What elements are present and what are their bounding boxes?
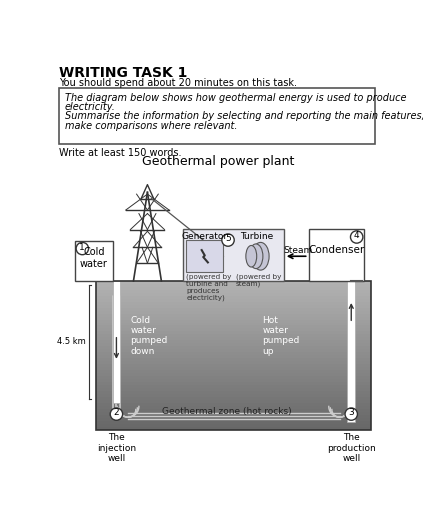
Bar [59,89,374,144]
Text: make comparisons where relevant.: make comparisons where relevant. [64,121,237,131]
Bar [96,316,371,321]
Bar [74,241,113,281]
Text: The
injection
well: The injection well [97,433,136,463]
Bar [96,281,371,285]
Text: The diagram below shows how geothermal energy is used to produce: The diagram below shows how geothermal e… [64,93,406,103]
Bar [96,326,371,329]
Bar [96,323,371,326]
Text: Write at least 150 words.: Write at least 150 words. [59,147,181,158]
Bar [96,287,371,291]
Bar [96,352,371,356]
Bar [96,364,371,368]
Bar [96,305,371,308]
Bar [96,296,371,300]
Bar [96,361,371,365]
Bar [309,229,365,281]
Text: Generator: Generator [182,231,228,241]
Bar [96,382,371,386]
Text: Cold
water
pumped
down: Cold water pumped down [130,315,168,356]
Bar [96,308,371,311]
Bar [96,284,371,288]
Bar [347,281,355,422]
Bar [96,349,371,353]
Bar [96,406,371,410]
Bar [96,293,371,296]
Bar [96,391,371,395]
Bar [96,397,371,400]
Bar [96,385,371,389]
Text: 4: 4 [354,231,360,240]
Bar [96,281,371,430]
Bar [96,415,371,418]
Text: Steam: Steam [283,246,313,254]
Bar [96,418,371,421]
Bar [96,420,371,424]
Text: Summarise the information by selecting and reporting the main features, and: Summarise the information by selecting a… [64,112,423,121]
Bar [96,340,371,344]
Text: 5: 5 [225,234,231,243]
Text: 2: 2 [114,408,119,417]
Text: The
production
well: The production well [327,433,376,463]
Bar [96,423,371,428]
Bar [96,403,371,407]
Circle shape [345,408,357,420]
Bar [183,229,284,281]
Bar [96,379,371,382]
Text: Geothermal zone (hot rocks): Geothermal zone (hot rocks) [162,407,292,416]
Bar [96,298,371,303]
Text: WRITING TASK 1: WRITING TASK 1 [59,66,187,80]
Bar [96,337,371,341]
Ellipse shape [246,245,257,267]
Bar [96,367,371,371]
Bar [96,400,371,403]
Text: (powered by
turbine and
produces
electricity): (powered by turbine and produces electri… [186,273,231,301]
Bar [96,388,371,392]
Bar [96,311,371,314]
Bar [186,240,223,272]
Bar [96,426,371,430]
Circle shape [351,231,363,243]
Bar [96,355,371,359]
Text: Hot
water
pumped
up: Hot water pumped up [262,315,299,356]
Text: (powered by
steam): (powered by steam) [236,273,281,287]
Bar [96,334,371,338]
Text: electricity.: electricity. [64,102,115,112]
Text: You should spend about 20 minutes on this task.: You should spend about 20 minutes on thi… [59,78,297,89]
Bar [96,394,371,398]
Bar [96,331,371,335]
Bar [96,313,371,317]
Bar [96,358,371,362]
Circle shape [110,408,123,420]
Text: 1: 1 [80,243,85,251]
Bar [96,412,371,415]
Bar [96,370,371,374]
Ellipse shape [249,244,263,269]
Circle shape [76,242,88,254]
Text: Cold
water: Cold water [80,247,108,269]
Bar [96,302,371,306]
Bar [96,290,371,293]
Bar [96,409,371,413]
Bar [96,328,371,332]
Circle shape [222,234,234,246]
Bar [113,281,120,402]
Bar [96,344,371,347]
Ellipse shape [252,242,269,270]
Bar [96,346,371,350]
Text: Turbine: Turbine [240,231,273,241]
Bar [96,376,371,380]
Text: 3: 3 [349,408,354,417]
Bar [96,373,371,377]
Bar [96,319,371,323]
Text: Condenser: Condenser [308,245,365,254]
Text: Geothermal power plant: Geothermal power plant [142,155,294,168]
Text: 4.5 km: 4.5 km [58,337,86,346]
